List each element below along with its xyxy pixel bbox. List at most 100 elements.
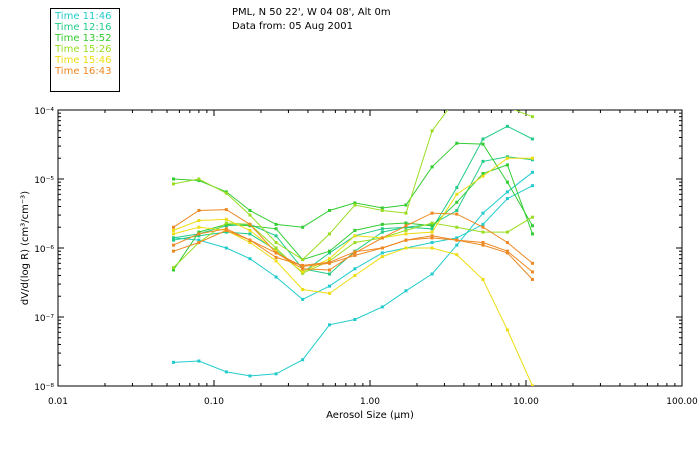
data-point <box>505 230 509 234</box>
legend-entry: Time 15:46 <box>55 55 112 66</box>
data-point <box>353 201 357 205</box>
data-point <box>455 236 459 240</box>
data-point <box>353 234 357 238</box>
data-point <box>327 232 331 236</box>
y-tick-label: 10⁻⁸ <box>34 383 54 393</box>
data-point <box>404 203 408 207</box>
legend-entry: Time 13:52 <box>55 33 112 44</box>
data-point <box>430 221 434 225</box>
data-point <box>248 257 252 261</box>
data-point <box>430 272 434 276</box>
data-point <box>430 227 434 231</box>
data-point <box>404 289 408 293</box>
x-tick-label: 0.10 <box>204 397 224 407</box>
data-point <box>327 261 331 265</box>
data-point <box>481 137 485 141</box>
data-point <box>274 241 278 245</box>
axis-ticks: 0.01 0.10 1.00 10.00 100.00 10⁻⁸ 10⁻⁷ 10⁻⁶ 10⁻⁵ 1… <box>34 107 698 407</box>
data-point <box>224 228 228 232</box>
data-point <box>380 230 384 234</box>
data-point <box>274 227 278 231</box>
data-point <box>430 165 434 169</box>
data-point <box>404 211 408 215</box>
data-point <box>274 249 278 253</box>
data-point <box>248 241 252 245</box>
series-line <box>173 125 533 274</box>
data-point <box>353 317 357 321</box>
data-point <box>455 238 459 242</box>
chart-header: PML, N 50 22', W 04 08', Alt 0m Data fro… <box>232 6 391 34</box>
data-point <box>248 208 252 212</box>
x-tick-label: 0.01 <box>48 397 68 407</box>
data-point <box>171 182 175 186</box>
data-point <box>248 228 252 232</box>
x-tick-label: 10.00 <box>513 397 539 407</box>
y-tick-label: 10⁻⁵ <box>34 176 54 186</box>
data-point <box>530 384 534 386</box>
data-point <box>274 246 278 250</box>
data-point <box>455 212 459 216</box>
series-line <box>173 171 533 377</box>
data-point <box>505 328 509 332</box>
data-point <box>327 272 331 276</box>
data-point <box>197 219 201 223</box>
data-point <box>380 208 384 212</box>
data-point <box>481 225 485 229</box>
data-point <box>301 258 305 262</box>
legend-entry: Time 11:46 <box>55 11 112 22</box>
data-point <box>274 255 278 259</box>
data-point <box>274 222 278 226</box>
data-point <box>301 288 305 292</box>
data-point <box>455 253 459 257</box>
data-point <box>301 267 305 271</box>
data-point <box>171 228 175 232</box>
data-point <box>530 158 534 162</box>
data-point <box>224 227 228 231</box>
data-point <box>481 103 484 106</box>
date-label: Data from: 05 Aug 2001 <box>232 21 353 32</box>
data-point <box>455 208 459 212</box>
data-point <box>505 251 509 255</box>
data-point <box>224 246 228 250</box>
data-point <box>197 208 201 212</box>
data-point <box>224 230 228 234</box>
data-point <box>248 213 252 217</box>
data-point <box>430 230 434 234</box>
data-point <box>404 246 408 250</box>
data-point <box>171 177 175 181</box>
data-point <box>505 156 509 160</box>
data-point <box>430 246 434 250</box>
data-point <box>197 232 201 236</box>
x-axis-title: Aerosol Size (μm) <box>326 410 414 421</box>
x-tick-label: 1.00 <box>360 397 380 407</box>
legend: Time 11:46 Time 12:16 Time 13:52 Time 15:26… <box>50 8 120 92</box>
x-tick-label: 100.00 <box>666 397 698 407</box>
data-point <box>505 249 509 253</box>
data-point <box>380 236 384 240</box>
data-point <box>274 259 278 263</box>
series-line <box>173 228 533 273</box>
data-point <box>505 124 509 128</box>
data-point <box>274 372 278 376</box>
data-point <box>171 238 175 242</box>
data-point <box>455 186 459 190</box>
data-point <box>327 268 331 272</box>
plot-frame <box>57 109 683 387</box>
data-point <box>481 159 485 163</box>
data-point <box>327 251 331 255</box>
data-point <box>248 222 252 226</box>
data-point <box>530 156 534 160</box>
data-point <box>505 197 509 201</box>
data-point <box>455 243 459 247</box>
data-point <box>430 241 434 245</box>
data-point <box>327 284 331 288</box>
data-point <box>530 261 534 265</box>
data-point <box>248 238 252 242</box>
data-point <box>197 230 201 234</box>
data-point <box>455 96 458 99</box>
data-point <box>380 222 384 226</box>
data-point <box>430 224 434 228</box>
data-point <box>274 251 278 255</box>
data-point <box>380 227 384 231</box>
